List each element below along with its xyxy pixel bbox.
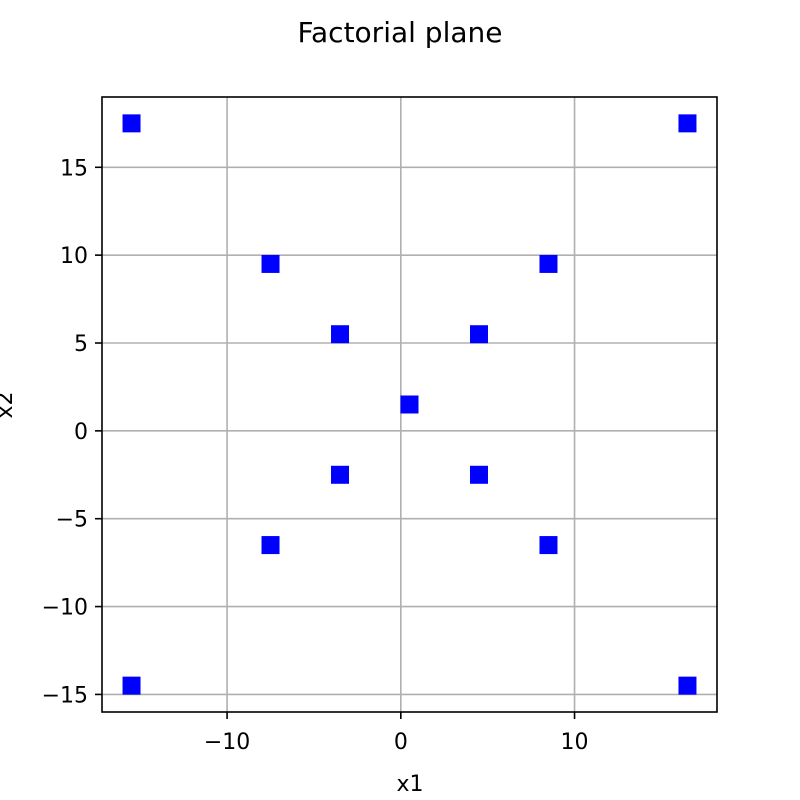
data-point [469,325,488,344]
y-tick-label: 10 [60,244,88,269]
data-point [122,114,141,133]
data-point [678,676,697,695]
y-tick-label: 0 [74,420,88,445]
data-point [331,465,350,484]
data-point [261,536,280,555]
data-point [539,536,558,555]
data-point [678,114,697,133]
y-tick-label: −15 [42,683,88,708]
axis-ticks: −10 0 10 −15 −10 −5 0 5 10 15 [42,156,589,755]
x-tick-label: 10 [561,730,589,755]
data-points [122,114,697,695]
data-point [261,254,280,273]
chart-title: Factorial plane [297,16,502,49]
data-point [122,676,141,695]
grid-lines [102,97,717,712]
data-point [400,395,419,414]
data-point [539,254,558,273]
x-tick-label: 0 [394,730,408,755]
y-tick-label: 5 [74,332,88,357]
data-point [469,465,488,484]
y-tick-label: 15 [60,156,88,181]
x-tick-label: −10 [204,730,250,755]
y-tick-label: −10 [42,596,88,621]
plot-frame [101,96,718,713]
x-axis-label: x1 [396,772,423,797]
y-axis-label: x2 [0,391,18,418]
data-point [331,325,350,344]
y-tick-label: −5 [56,508,88,533]
